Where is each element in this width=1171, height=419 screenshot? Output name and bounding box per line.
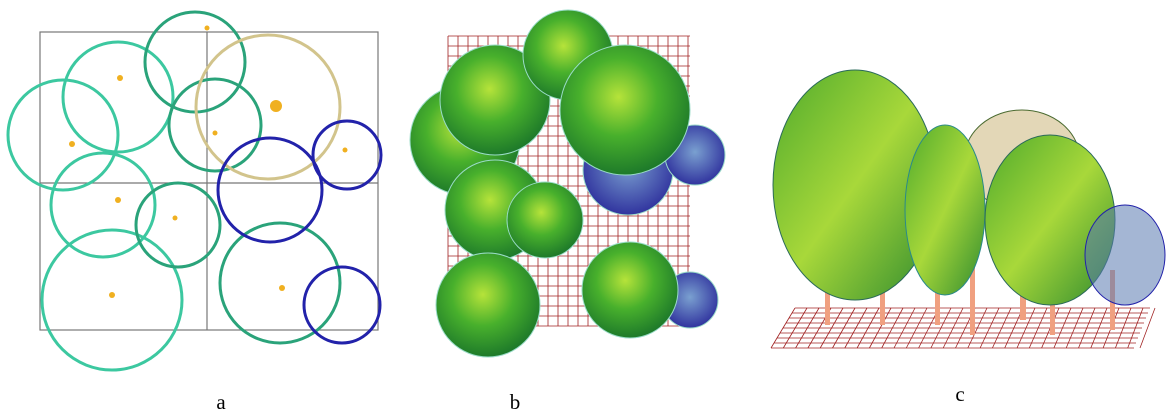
stem-dot	[279, 285, 285, 291]
crown	[905, 125, 985, 295]
stem-dot	[109, 292, 115, 298]
crown-outline	[218, 138, 322, 242]
crown	[1085, 205, 1165, 305]
crown	[582, 242, 678, 338]
stem-dot	[115, 197, 121, 203]
stem-dot	[117, 75, 123, 81]
crown-outline	[42, 230, 182, 370]
crown-outline	[304, 267, 380, 343]
panel-c	[773, 70, 1165, 335]
crown	[560, 45, 690, 175]
stem-dot	[343, 148, 348, 153]
figure: a b c	[0, 0, 1171, 419]
stem-dot	[69, 141, 75, 147]
panel-label: c	[955, 382, 964, 406]
stem-dot	[270, 100, 282, 112]
panel-a	[8, 12, 381, 370]
crown	[436, 253, 540, 357]
stem-dot	[213, 131, 218, 136]
stem-dot	[205, 26, 210, 31]
panel-label: a	[216, 390, 226, 414]
panel-label: b	[510, 390, 521, 414]
stem-dot	[173, 216, 178, 221]
crown	[507, 182, 583, 258]
grid-line	[1140, 308, 1155, 348]
